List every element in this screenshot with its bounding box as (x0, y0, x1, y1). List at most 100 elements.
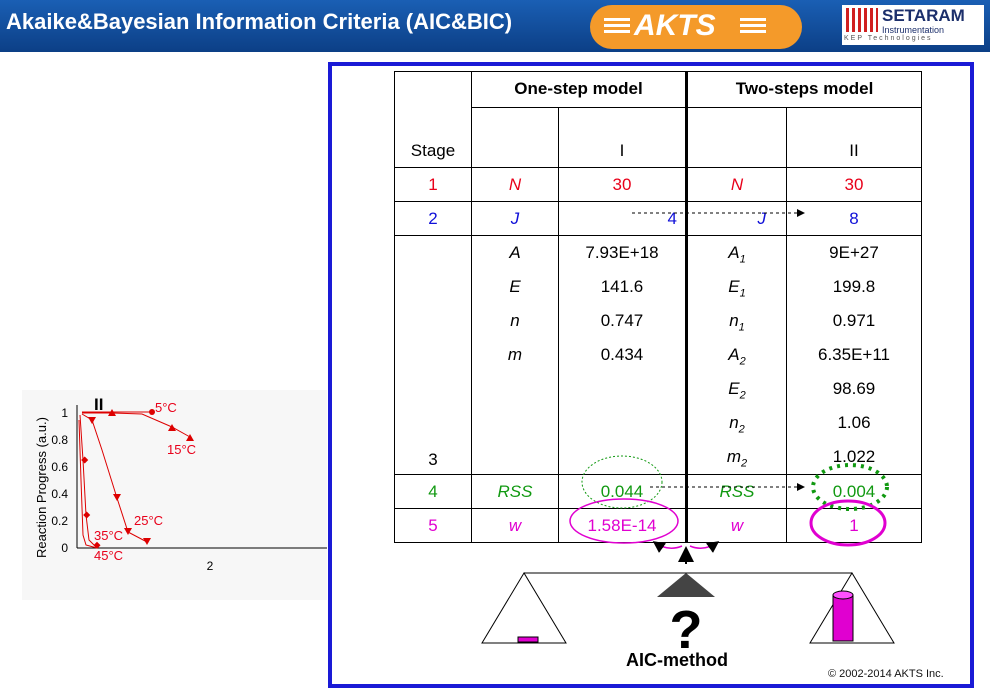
chart-model-label: II (94, 395, 103, 414)
param-symbol-base: E (728, 379, 740, 398)
two-step-header: Two-steps model (685, 71, 922, 108)
chart-y-tick: 0.4 (51, 487, 68, 501)
akts-logo-text: AKTS (634, 9, 716, 42)
param-value: 0.971 (832, 311, 876, 330)
model-two-id: II (786, 106, 922, 169)
param-symbol: n1 (688, 304, 786, 338)
akts-logo-lines-left (604, 18, 630, 36)
symbol-cell: J (471, 201, 559, 236)
model-two-label: II (849, 141, 859, 160)
chart-y-tick: 0.2 (51, 514, 68, 528)
param-symbol: E1 (688, 270, 786, 304)
param-symbol: n2 (688, 406, 786, 440)
value-cell: 0.004 (786, 474, 922, 509)
temp-label: 25°C (134, 513, 163, 528)
akts-logo: AKTS (590, 5, 802, 49)
param-value: 0.747 (600, 311, 644, 330)
left-pan (481, 572, 567, 644)
param-symbol-subscript: 2 (738, 423, 745, 436)
reaction-progress-chart: Reaction Progress (a.u.) II 1 0.8 0.6 0.… (22, 390, 327, 600)
param-value: 141.6 (600, 277, 644, 296)
stage-cell: 1 (394, 167, 472, 202)
stage-cell: 5 (394, 508, 472, 543)
param-symbol-base: A (728, 345, 740, 364)
balance-pivot (657, 573, 715, 597)
chart-y-tick: 0.6 (51, 460, 68, 474)
param-symbol: m (507, 345, 523, 364)
stage-cell: 2 (394, 201, 472, 236)
param-values-two: 9E+27 199.8 0.971 6.35E+11 98.69 1.06 1.022 (786, 235, 922, 475)
value-cell: 30 (558, 167, 687, 202)
param-symbol-base: A (728, 243, 740, 262)
param-symbol-base: n (729, 311, 739, 330)
symbol-cell: w (685, 508, 787, 543)
setaram-logo-name: SETARAM (882, 6, 965, 25)
table-header-row: Stage One-step model Two-steps model (394, 71, 922, 168)
marker-25c (143, 538, 151, 545)
chart-x-tick: 2 (207, 559, 214, 573)
curve-15c (82, 412, 191, 438)
param-symbol-subscript: 1 (738, 321, 745, 334)
stage-header: Stage (394, 71, 472, 168)
setaram-logo-tagline: KEP Technologies (844, 35, 933, 42)
param-value: 6.35E+11 (817, 345, 890, 364)
table-row-n: 1 N 30 N 30 (394, 167, 922, 202)
model-one-label: I (619, 141, 625, 160)
left-weight (517, 636, 539, 643)
param-symbol-subscript: 2 (739, 389, 746, 402)
param-symbol: n (510, 311, 520, 330)
value-cell: 1 (786, 508, 922, 543)
akts-logo-lines-right (740, 18, 766, 36)
temp-label: 5°C (155, 400, 177, 415)
param-symbol-subscript: 2 (739, 355, 746, 368)
marker-25c (124, 528, 132, 535)
param-value: 1.022 (832, 447, 876, 466)
stage-cell: 4 (394, 474, 472, 509)
param-symbol: A2 (688, 338, 786, 372)
param-symbol: E (509, 277, 521, 296)
title-bar: Akaike&Bayesian Information Criteria (AI… (0, 0, 990, 52)
param-symbol-subscript: 1 (739, 287, 746, 300)
marker-15c (168, 424, 176, 431)
slide-title: Akaike&Bayesian Information Criteria (AI… (6, 9, 513, 34)
param-value: 1.06 (837, 413, 871, 432)
curve-45c (78, 419, 98, 549)
param-value-list: 7.93E+18 141.6 0.747 0.434 (559, 236, 685, 372)
symbol-cell: N (471, 167, 559, 202)
symbol-cell: N (685, 167, 787, 202)
table-row-weight: 5 w 1.58E-14 w 1 (394, 508, 922, 543)
temp-label: 35°C (94, 528, 123, 543)
model-id-row: I II (395, 106, 922, 169)
right-pan (809, 572, 895, 644)
value-cell: 30 (786, 167, 922, 202)
param-symbol-subscript: 2 (741, 457, 748, 470)
stage-header-label: Stage (410, 141, 456, 160)
temp-label: 45°C (94, 548, 123, 563)
model-comparison-panel: Stage One-step model Two-steps model I I… (328, 62, 974, 688)
empty-cell (471, 106, 559, 169)
curve-35c (79, 414, 95, 546)
marker-35c (83, 511, 91, 519)
param-symbol-base: m (726, 447, 742, 466)
value-cell: 8 (786, 201, 922, 236)
model-one-id: I (558, 106, 687, 169)
chart-y-label: Reaction Progress (a.u.) (34, 417, 49, 558)
stage-number: 3 (428, 450, 438, 469)
model-comparison-table: Stage One-step model Two-steps model I I… (394, 71, 922, 543)
chart-y-tick: 0 (61, 541, 68, 555)
param-symbol-list: A1 E1 n1 A2 E2 n2 m2 (688, 236, 786, 474)
marker-25c (113, 494, 121, 501)
symbol-cell: RSS (685, 474, 787, 509)
param-value: 98.69 (832, 379, 876, 398)
param-value: 7.93E+18 (585, 243, 659, 262)
right-weight-top (832, 590, 854, 600)
aic-method-label: AIC-method (626, 650, 728, 670)
marker-25c (88, 417, 96, 424)
setaram-logo: SETARAM Instrumentation KEP Technologies (842, 5, 984, 45)
value-cell: 4 (558, 201, 687, 236)
right-weight (832, 594, 854, 642)
copyright-text: © 2002-2014 AKTS Inc. (828, 668, 944, 680)
